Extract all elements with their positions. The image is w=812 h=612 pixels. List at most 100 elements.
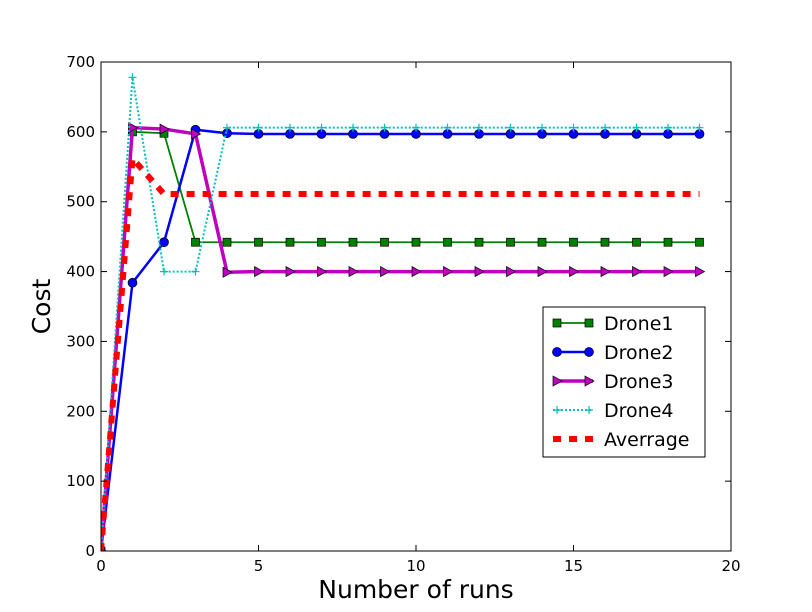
data-point [537, 265, 548, 278]
data-point [191, 128, 202, 140]
series-layer [101, 73, 706, 551]
data-point [632, 237, 641, 247]
series-line [101, 125, 700, 551]
data-point [159, 237, 169, 248]
legend-label: Drone4 [604, 400, 673, 422]
data-point [191, 267, 200, 276]
data-point [475, 123, 483, 132]
data-point [474, 237, 484, 247]
legend-marker [585, 406, 593, 414]
data-point [443, 237, 452, 247]
legend-entry: Averrage [553, 429, 690, 451]
x-tick-label: 10 [406, 557, 425, 575]
data-point [380, 237, 389, 247]
data-point [506, 265, 517, 278]
data-point [349, 123, 357, 132]
legend-entry: Drone1 [552, 313, 673, 335]
data-point [254, 123, 263, 132]
legend-label: Drone1 [604, 313, 673, 335]
legend-entry: Drone2 [552, 342, 673, 364]
data-point [254, 265, 265, 278]
data-point [569, 265, 580, 278]
data-point [380, 265, 391, 278]
legend-label: Averrage [604, 429, 690, 451]
data-point [127, 277, 138, 288]
legend-marker [552, 375, 563, 387]
data-point [160, 267, 168, 276]
legend-label: Drone3 [604, 371, 673, 393]
data-point [317, 265, 328, 278]
data-point [380, 123, 389, 132]
legend: Drone1 Drone2 Drone3 Drone4 Averrage [542, 306, 706, 458]
legend-entry: Drone3 [552, 371, 673, 393]
x-tick-label: 0 [96, 557, 106, 575]
series-drone2 [101, 124, 705, 551]
data-point [663, 237, 673, 247]
x-tick-label: 20 [721, 557, 740, 575]
x-tick-label: 5 [254, 557, 264, 575]
y-tick-label: 300 [66, 332, 95, 350]
data-point [285, 237, 295, 247]
series-line [101, 130, 700, 551]
legend-marker [584, 347, 594, 357]
data-point [159, 123, 170, 135]
data-point [411, 237, 421, 247]
legend-marker [584, 318, 594, 328]
legend-marker [553, 406, 561, 414]
data-point [191, 237, 200, 247]
data-point [538, 123, 546, 132]
y-tick-label: 600 [66, 123, 95, 141]
data-point [317, 123, 326, 132]
data-point [286, 123, 294, 132]
data-point [254, 237, 263, 247]
data-point [569, 237, 578, 247]
data-point [348, 265, 359, 278]
legend-marker [552, 318, 562, 328]
data-point [663, 265, 674, 278]
data-point [506, 123, 515, 132]
series-averrage [101, 151, 700, 551]
y-tick-label: 100 [66, 472, 95, 490]
data-point [695, 123, 704, 132]
x-tick-label: 15 [564, 557, 583, 575]
data-point [695, 237, 704, 247]
series-drone1 [101, 127, 704, 551]
data-point [348, 237, 358, 247]
data-point [537, 237, 547, 247]
series-drone3 [101, 122, 706, 551]
data-point [443, 265, 454, 278]
data-point [632, 123, 641, 132]
y-axis-label: Cost [27, 279, 56, 335]
series-line [101, 128, 700, 551]
data-point [601, 123, 609, 132]
plot-area [101, 73, 706, 551]
y-tick-label: 400 [66, 263, 95, 281]
legend-label: Drone2 [604, 342, 673, 364]
data-point [412, 123, 420, 132]
data-point [222, 266, 233, 278]
data-point [600, 237, 610, 247]
legend-marker [552, 347, 562, 357]
data-point [128, 73, 137, 82]
data-point [474, 265, 485, 278]
data-point [506, 237, 515, 247]
series-line [101, 151, 700, 551]
y-tick-label: 200 [66, 402, 95, 420]
data-point [664, 123, 672, 132]
y-tick-label: 700 [66, 53, 95, 71]
data-point [223, 123, 231, 132]
x-axis-label: Number of runs [318, 575, 513, 604]
data-point [632, 265, 643, 278]
data-point [443, 123, 452, 132]
data-point [411, 265, 422, 278]
data-point [695, 265, 706, 278]
data-point [600, 265, 611, 278]
data-point [317, 237, 326, 247]
series-drone4 [101, 73, 704, 551]
data-point [285, 265, 296, 278]
y-tick-label: 0 [85, 542, 95, 560]
data-point [569, 123, 578, 132]
legend-entry: Drone4 [553, 400, 673, 422]
